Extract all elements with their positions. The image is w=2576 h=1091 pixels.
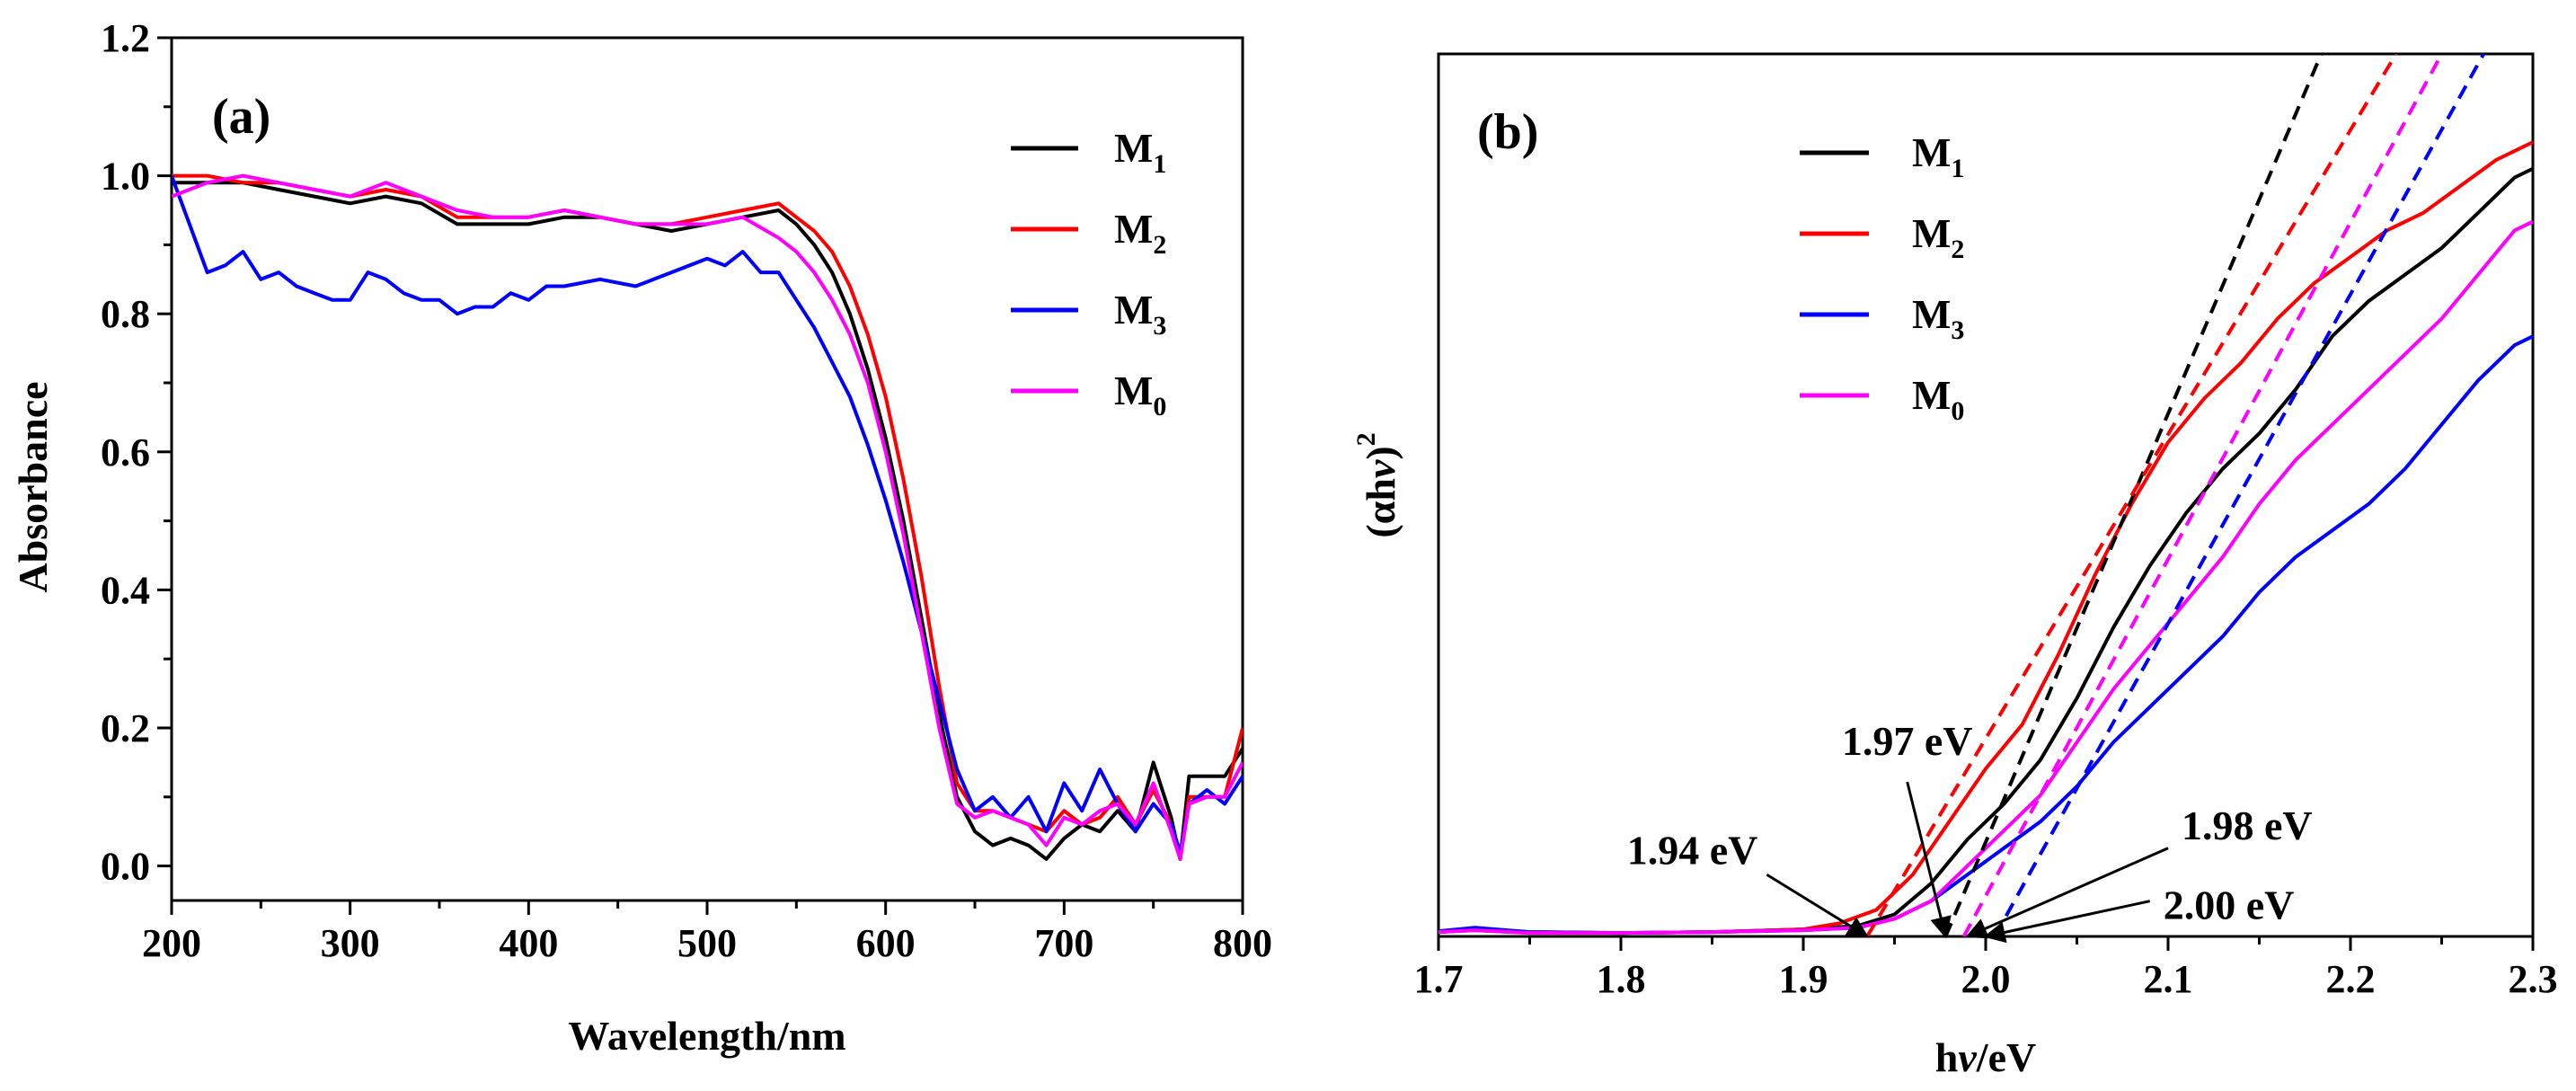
b-xtick-label: 1.7 — [1414, 957, 1464, 1001]
panel-a-axes: 200 300 400 500 600 700 800 0.0 0.2 0.4 0.6 0.8 1.0 1… — [101, 16, 1272, 965]
panel-b-xlabel-nu: ν — [1958, 1034, 1977, 1080]
panel-b-ylabel: (αhν)2 — [1351, 432, 1403, 537]
panel-b-ylabel-exp: 2 — [1351, 432, 1381, 446]
annotation-arrow — [1766, 873, 1870, 938]
legend-a-label-m2: M2 — [1114, 206, 1166, 260]
fit-line — [1865, 54, 2398, 936]
annotation-label: 2.00 eV — [2164, 883, 2295, 928]
a-ytick-label: 0.4 — [101, 568, 150, 612]
annotation-arrow — [1906, 781, 1952, 939]
annotation-label: 1.97 eV — [1842, 718, 1973, 764]
annotation-arrow — [1965, 847, 2169, 939]
series-a-line-m1 — [172, 181, 1243, 861]
legend-b-label-m3: M3 — [1912, 291, 1964, 345]
panel-b-legend: M1 M2 M3 M0 — [1800, 129, 1964, 426]
a-ytick-label: 0.6 — [101, 430, 150, 475]
panel-b-xlabel: hν/eV — [1935, 1034, 2036, 1080]
a-ytick-label: 1.0 — [101, 155, 150, 199]
fit-line — [1961, 54, 2444, 936]
a-xtick-label: 300 — [321, 921, 380, 965]
legend-b-label-m1: M1 — [1912, 129, 1964, 183]
panel-a-ylabel: Absorbance — [10, 381, 56, 592]
a-xtick-label: 500 — [677, 921, 737, 965]
b-xtick-label: 2.3 — [2509, 957, 2558, 1001]
series-a-line-m2 — [172, 173, 1243, 861]
panel-a-xlabel: Wavelength/nm — [568, 1013, 845, 1059]
a-xtick-label: 400 — [499, 921, 558, 965]
panel-b-label: (b) — [1477, 104, 1538, 160]
a-ytick-label: 0.2 — [101, 706, 150, 750]
panel-b-ylabel-nu: ν — [1358, 459, 1403, 478]
b-xtick-label: 2.2 — [2326, 957, 2376, 1001]
panel-b-plot-area — [1438, 54, 2533, 936]
legend-b-label-m0: M0 — [1912, 372, 1964, 426]
legend-a-label-m0: M0 — [1114, 368, 1166, 421]
legend-a-label-m3: M3 — [1114, 287, 1166, 341]
legend-b-label-m2: M2 — [1912, 210, 1964, 264]
panel-b-xlabel-unit: /eV — [1976, 1034, 2036, 1080]
series-b-line-m1 — [1438, 166, 2533, 936]
panel-b-ylabel-a: (αh — [1358, 478, 1403, 538]
annotation-label: 1.94 eV — [1627, 827, 1758, 873]
a-ytick-label: 1.2 — [101, 16, 150, 60]
panel-b-ylabel-paren: ) — [1358, 446, 1403, 459]
panel-b-annotations: 1.97 eV 1.94 eV 1.98 eV 2.00 eV — [1627, 718, 2313, 944]
panel-a-plot-area — [172, 173, 1243, 861]
a-xtick-label: 700 — [1034, 921, 1093, 965]
b-xtick-label: 2.0 — [1961, 957, 2011, 1001]
panel-a-frame — [170, 36, 1244, 902]
a-ytick-label: 0.8 — [101, 292, 150, 336]
panel-b-xlabel-h: h — [1935, 1034, 1959, 1080]
legend-a-label-m1: M1 — [1114, 125, 1166, 179]
a-xtick-label: 200 — [142, 921, 201, 965]
panel-a-label: (a) — [212, 89, 270, 145]
b-xtick-label: 2.1 — [2144, 957, 2193, 1001]
panel-b-axes: 1.7 1.8 1.9 2.0 2.1 2.2 2.3 — [1414, 936, 2558, 1001]
series-b-line-m0 — [1438, 219, 2533, 936]
fit-line — [1993, 54, 2485, 936]
panel-a-legend: M1 M2 M3 M0 — [1011, 125, 1166, 421]
series-a-line-m0 — [172, 173, 1243, 861]
a-xtick-label: 600 — [856, 921, 916, 965]
panel-a: 200 300 400 500 600 700 800 0.0 0.2 0.4 0.6 0.8 1.0 1… — [10, 16, 1272, 1059]
annotation-arrow — [1983, 900, 2151, 944]
annotation-label: 1.98 eV — [2182, 803, 2313, 848]
panel-b: 1.7 1.8 1.9 2.0 2.1 2.2 2.3 (b) hν/eV (αhν)2 M… — [1351, 52, 2558, 1080]
a-ytick-label: 0.0 — [101, 845, 150, 889]
b-xtick-label: 1.8 — [1597, 957, 1646, 1001]
a-xtick-label: 800 — [1213, 921, 1272, 965]
series-a-line-m3 — [172, 174, 1243, 855]
b-xtick-label: 1.9 — [1779, 957, 1828, 1001]
